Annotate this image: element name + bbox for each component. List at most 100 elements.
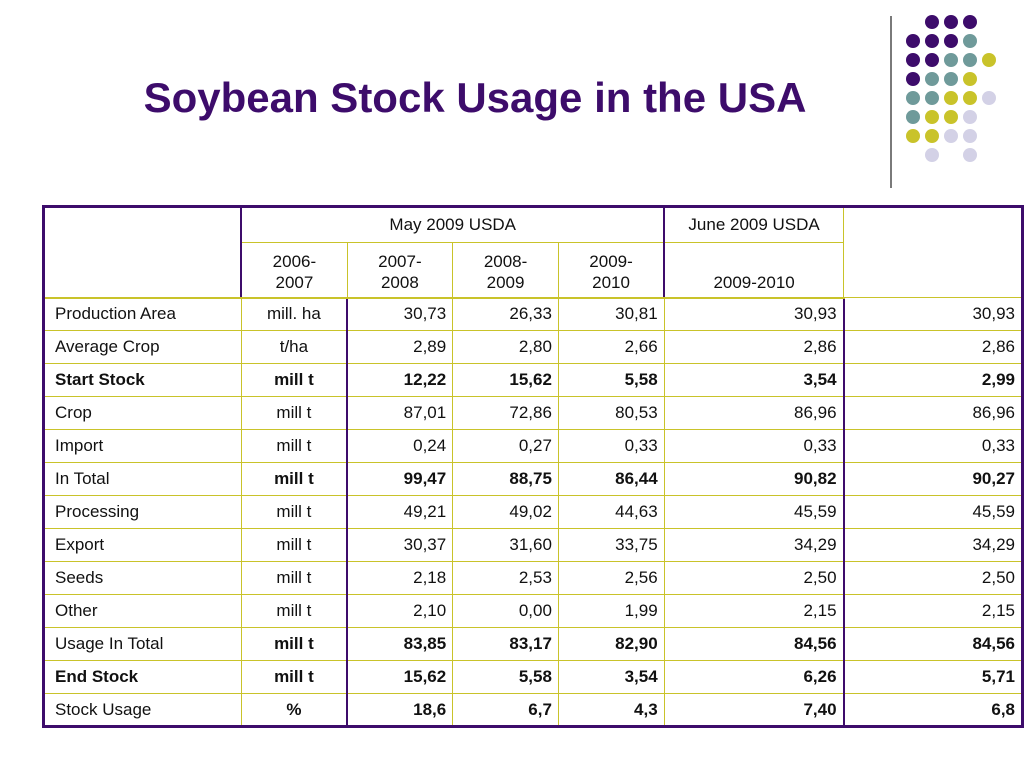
row-value: 30,73 (346, 297, 454, 331)
row-label: Stock Usage (43, 693, 242, 727)
decorative-dot (925, 72, 939, 86)
row-label: Production Area (43, 297, 242, 331)
decorative-dot (906, 53, 920, 67)
row-unit: t/ha (240, 330, 349, 364)
row-value: 2,80 (452, 330, 559, 364)
row-value: 2,56 (557, 561, 665, 595)
row-value: 3,54 (557, 660, 665, 694)
row-value: 34,29 (843, 528, 1023, 562)
row-value: 1,99 (557, 594, 665, 628)
decorative-dot (925, 53, 939, 67)
decorative-dot (944, 129, 958, 143)
group-header-may: May 2009 USDA (240, 206, 666, 243)
row-value: 0,00 (452, 594, 559, 628)
decorative-dot (925, 148, 939, 162)
decorative-dot-grid (906, 15, 1024, 165)
row-value: 26,33 (452, 297, 559, 331)
row-label: End Stock (43, 660, 242, 694)
row-value: 2,86 (663, 330, 845, 364)
row-value: 4,3 (557, 693, 665, 727)
decorative-dot (906, 34, 920, 48)
decorative-dot (982, 91, 996, 105)
decorative-dot (944, 53, 958, 67)
row-value: 5,58 (452, 660, 559, 694)
row-value: 72,86 (452, 396, 559, 430)
decorative-dot (944, 72, 958, 86)
header-empty-cell (43, 206, 243, 299)
decorative-dot (925, 110, 939, 124)
row-value: 83,85 (346, 627, 454, 661)
decorative-dot (925, 15, 939, 29)
row-value: 80,53 (557, 396, 665, 430)
row-value: 2,18 (346, 561, 454, 595)
decorative-dot (963, 91, 977, 105)
row-label: Other (43, 594, 242, 628)
row-value: 90,27 (843, 462, 1023, 496)
row-unit: % (240, 693, 349, 727)
year-header: 2008- 2009 (452, 242, 559, 299)
row-value: 2,99 (843, 363, 1023, 397)
row-value: 2,50 (843, 561, 1023, 595)
row-value: 6,7 (452, 693, 559, 727)
row-label: Start Stock (43, 363, 242, 397)
row-value: 86,96 (663, 396, 845, 430)
row-unit: mill t (240, 495, 349, 529)
row-value: 2,10 (346, 594, 454, 628)
table-row: Import mill t 0,24 0,27 0,33 0,33 0,33 (43, 429, 1023, 463)
row-unit: mill t (240, 429, 349, 463)
table-year-row: 2006- 2007 2007- 2008 2008- 2009 2009- 2… (44, 242, 1023, 299)
decorative-dot (963, 15, 977, 29)
slide-title: Soybean Stock Usage in the USA (143, 74, 807, 121)
year-header: 2009- 2010 (557, 242, 666, 299)
row-value: 83,17 (452, 627, 559, 661)
table-row: Usage In Total mill t 83,85 83,17 82,90 84,56… (43, 627, 1023, 661)
row-value: 30,93 (843, 297, 1023, 331)
row-value: 31,60 (452, 528, 559, 562)
year-header: 2009-2010 (663, 242, 845, 299)
decorative-dot (944, 15, 958, 29)
decorative-dot (963, 53, 977, 67)
row-value: 33,75 (557, 528, 665, 562)
row-value: 87,01 (346, 396, 454, 430)
decorative-dot (963, 72, 977, 86)
table-row: Export mill t 30,37 31,60 33,75 34,29 34,29 (43, 528, 1023, 562)
decorative-dot (944, 110, 958, 124)
row-label: Usage In Total (43, 627, 242, 661)
decorative-dot (906, 110, 920, 124)
row-value: 5,71 (843, 660, 1023, 694)
row-value: 6,26 (663, 660, 845, 694)
row-value: 5,58 (557, 363, 665, 397)
row-value: 7,40 (663, 693, 845, 727)
row-value: 0,33 (557, 429, 665, 463)
row-label: Average Crop (43, 330, 242, 364)
decorative-dot (963, 34, 977, 48)
row-label: Processing (43, 495, 242, 529)
row-value: 0,27 (452, 429, 559, 463)
row-value: 2,66 (557, 330, 665, 364)
row-label: In Total (43, 462, 242, 496)
table-row: In Total mill t 99,47 88,75 86,44 90,82 90,27 (43, 462, 1023, 496)
group-header-june: June 2009 USDA (663, 206, 845, 243)
row-unit: mill t (240, 363, 349, 397)
row-value: 0,24 (346, 429, 454, 463)
table-row: Other mill t 2,10 0,00 1,99 2,15 2,15 (43, 594, 1023, 628)
row-value: 6,8 (843, 693, 1023, 727)
year-header: 2006- 2007 (240, 242, 348, 299)
decorative-dot (963, 148, 977, 162)
row-value: 2,86 (843, 330, 1023, 364)
row-unit: mill t (240, 462, 349, 496)
table-row: Average Crop t/ha 2,89 2,80 2,66 2,86 2,86 (43, 330, 1023, 364)
row-value: 44,63 (557, 495, 665, 529)
row-label: Crop (43, 396, 242, 430)
row-unit: mill t (240, 594, 349, 628)
row-value: 30,37 (346, 528, 454, 562)
row-value: 2,89 (346, 330, 454, 364)
table-row: Stock Usage% 18,6 6,7 4,3 7,40 6,8 (43, 693, 1023, 727)
row-value: 2,53 (452, 561, 559, 595)
year-header: 2007- 2008 (346, 242, 454, 299)
row-unit: mill t (240, 561, 349, 595)
decorative-dot (906, 91, 920, 105)
table-header-row: May 2009 USDA June 2009 USDA (43, 206, 1023, 299)
row-value: 0,33 (663, 429, 845, 463)
divider-line (890, 16, 892, 188)
